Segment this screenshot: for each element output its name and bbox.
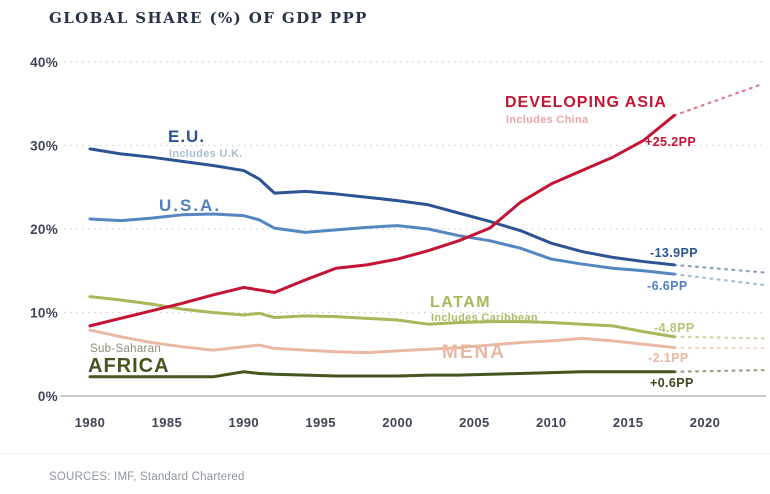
series-line-asia <box>88 113 676 328</box>
x-tick-label-2010: 2010 <box>536 415 567 430</box>
y-tick-label-0%: 0% <box>38 389 58 404</box>
projection-line-mena <box>673 346 765 350</box>
y-tick-label-10%: 10% <box>30 306 58 321</box>
series-sublabel-eu: Includes U.K. <box>169 148 243 160</box>
delta-badge-developing-asia: +25.2PP <box>645 135 697 149</box>
delta-badge-latam: -4.8PP <box>654 321 695 335</box>
series-line-latam <box>88 295 676 339</box>
x-tick-label-2015: 2015 <box>613 415 644 430</box>
series-label-eu: E.U. <box>168 127 206 146</box>
delta-badge-eu: -13.9PP <box>650 246 698 260</box>
series-line-usa <box>88 212 676 276</box>
series-label-africa: AFRICA <box>88 355 170 377</box>
footer-divider <box>0 453 770 454</box>
x-tick-label-1985: 1985 <box>152 415 183 430</box>
series-sublabel-developing-asia: Includes China <box>506 114 589 126</box>
delta-badge-africa: +0.6PP <box>650 376 694 390</box>
y-tick-label-40%: 40% <box>30 55 58 70</box>
delta-badge-mena: -2.1PP <box>648 351 689 365</box>
x-tick-label-1995: 1995 <box>305 415 336 430</box>
series-label-mena: MENA <box>442 342 506 363</box>
series-kicker-africa: Sub-Saharan <box>90 343 162 355</box>
projection-line-africa <box>673 369 765 373</box>
series-line-mena <box>88 328 676 355</box>
series-label-usa: U.S.A. <box>159 196 222 215</box>
x-tick-label-2000: 2000 <box>382 415 413 430</box>
series-line-eu <box>88 147 676 267</box>
series-label-developing-asia: DEVELOPING ASIA <box>505 94 667 111</box>
series-label-latam: LATAM <box>430 294 492 311</box>
x-tick-label-1980: 1980 <box>75 415 106 430</box>
projection-line-latam <box>673 335 765 340</box>
projection-line-asia <box>673 82 765 117</box>
x-tick-label-1990: 1990 <box>228 415 259 430</box>
sources-text: SOURCES: IMF, Standard Chartered <box>49 471 245 483</box>
y-tick-label-20%: 20% <box>30 222 58 237</box>
delta-badge-usa: -6.6PP <box>647 279 688 293</box>
x-tick-label-2005: 2005 <box>459 415 490 430</box>
projection-line-eu <box>673 263 765 274</box>
series-sublabel-latam: Includes Caribbean <box>431 312 538 324</box>
y-tick-label-30%: 30% <box>30 139 58 154</box>
series-line-africa <box>88 370 676 379</box>
projection-line-usa <box>673 272 765 287</box>
x-tick-label-2020: 2020 <box>690 415 721 430</box>
chart-title: GLOBAL SHARE (%) OF GDP PPP <box>49 9 368 27</box>
